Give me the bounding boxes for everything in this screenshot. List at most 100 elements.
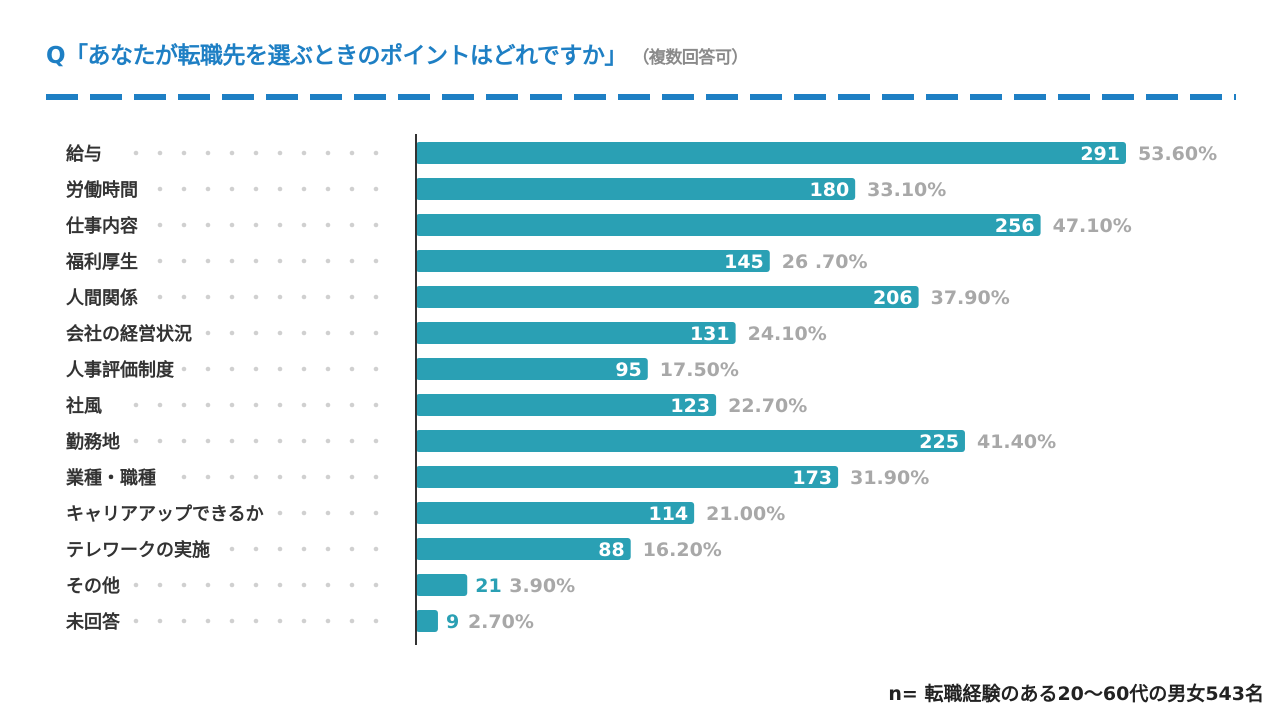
leader-dot [325,438,331,444]
bar-value-label: 114 [648,503,688,525]
dot-leader [133,438,379,444]
leader-dot [349,150,355,156]
leader-dot [277,222,283,228]
leader-dot [301,294,307,300]
bar [416,250,770,272]
leader-dot [373,222,379,228]
leader-dot [373,186,379,192]
leader-dot [373,510,379,516]
category-label: 給与 [66,143,102,165]
bar [416,502,695,524]
dot-leader [133,618,379,624]
leader-dot [181,294,187,300]
leader-dot [277,510,283,516]
leader-dot [325,294,331,300]
leader-dot [229,438,235,444]
percent-label: 53.60% [1138,143,1217,165]
bar-value-label: 9 [446,611,459,633]
leader-dot [229,222,235,228]
bar-value-label: 145 [724,251,764,273]
dot-leader [229,546,379,552]
leader-dot [373,438,379,444]
percent-label: 3.90% [509,575,575,597]
leader-dot [301,438,307,444]
category-label: 社風 [66,395,102,417]
dot-leader [205,330,379,336]
leader-dot [301,402,307,408]
dot-leader [133,402,379,408]
leader-dot [229,582,235,588]
leader-dot [157,186,163,192]
percent-label: 41.40% [977,431,1056,453]
leader-dot [325,330,331,336]
leader-dot [349,546,355,552]
leader-dot [205,186,211,192]
category-label: 人間関係 [66,287,138,309]
category-label: 未回答 [66,611,121,633]
leader-dot [157,402,163,408]
percent-label: 26 .70% [782,251,868,273]
bar [416,178,856,200]
leader-dot [301,222,307,228]
percent-label: 33.10% [867,179,946,201]
leader-dot [349,510,355,516]
leader-dot [229,258,235,264]
leader-dot [253,582,259,588]
leader-dot [253,438,259,444]
leader-dot [157,222,163,228]
sample-note: n= 転職経験のある20〜60代の男女543名 [888,683,1264,705]
leader-dot [205,438,211,444]
leader-dot [181,582,187,588]
leader-dot [301,546,307,552]
bar [416,286,919,308]
leader-dot [181,150,187,156]
bar-value-label: 21 [475,575,501,597]
category-label: 会社の経営状況 [66,323,192,345]
dot-leader [181,366,379,372]
bar-value-label: 206 [873,287,913,309]
percent-label: 2.70% [468,611,534,633]
bar-value-label: 225 [919,431,959,453]
leader-dot [349,258,355,264]
bar-value-label: 173 [792,467,832,489]
leader-dot [349,222,355,228]
leader-dot [373,582,379,588]
leader-dot [157,438,163,444]
leader-dot [277,330,283,336]
leader-dot [181,258,187,264]
leader-dot [229,330,235,336]
leader-dot [229,402,235,408]
leader-dot [373,258,379,264]
percent-label: 24.10% [748,323,827,345]
leader-dot [277,150,283,156]
percent-label: 22.70% [728,395,807,417]
leader-dot [277,546,283,552]
leader-dot [229,618,235,624]
leader-dot [325,222,331,228]
category-label: 勤務地 [66,431,120,453]
bar [416,610,438,632]
leader-dot [157,258,163,264]
dot-leader [133,150,379,156]
leader-dot [229,366,235,372]
percent-label: 16.20% [643,539,722,561]
leader-dot [373,402,379,408]
leader-dot [181,222,187,228]
leader-dot [157,618,163,624]
bar-value-label: 88 [598,539,624,561]
title-subtitle: （複数回答可） [640,48,749,68]
leader-dot [277,258,283,264]
leader-dot [301,186,307,192]
leader-dot [205,294,211,300]
leader-dot [373,474,379,480]
leader-dot [325,150,331,156]
leader-dot [205,258,211,264]
category-label: 福利厚生 [65,251,138,273]
percent-label: 31.90% [850,467,929,489]
leader-dot [157,294,163,300]
dot-leader [157,222,379,228]
leader-dot [373,366,379,372]
leader-dot [157,582,163,588]
dot-leader [277,510,379,516]
